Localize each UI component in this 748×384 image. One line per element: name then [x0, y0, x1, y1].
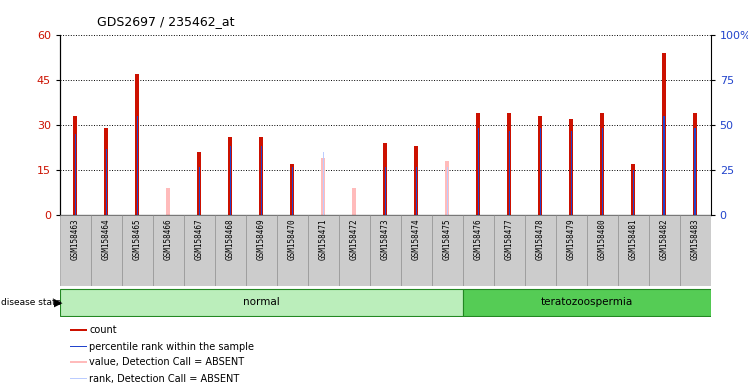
Bar: [447, 167, 448, 215]
Text: rank, Detection Call = ABSENT: rank, Detection Call = ABSENT: [89, 374, 239, 384]
Text: GSM158476: GSM158476: [473, 218, 482, 260]
Bar: [197, 152, 201, 215]
Bar: [416, 167, 417, 215]
Text: GSM158481: GSM158481: [628, 218, 637, 260]
Text: GSM158469: GSM158469: [257, 218, 266, 260]
Bar: [199, 167, 200, 215]
Bar: [230, 146, 231, 215]
Bar: [105, 149, 107, 215]
Text: GSM158474: GSM158474: [411, 218, 420, 260]
Bar: [137, 116, 138, 215]
Bar: [633, 170, 634, 215]
Bar: [649, 215, 680, 286]
Bar: [122, 215, 153, 286]
Bar: [601, 113, 604, 215]
Bar: [569, 119, 573, 215]
Bar: [663, 116, 665, 215]
Bar: [215, 215, 246, 286]
Bar: [322, 158, 325, 215]
Bar: [153, 215, 184, 286]
Text: disease state: disease state: [1, 298, 61, 307]
Text: teratozoospermia: teratozoospermia: [541, 297, 633, 308]
Bar: [477, 128, 479, 215]
Text: GSM158464: GSM158464: [102, 218, 111, 260]
Text: normal: normal: [243, 297, 280, 308]
Bar: [60, 289, 463, 316]
Bar: [507, 113, 511, 215]
Bar: [167, 188, 170, 215]
Bar: [539, 128, 541, 215]
Bar: [432, 215, 463, 286]
Bar: [70, 346, 88, 348]
Bar: [70, 329, 88, 331]
Bar: [290, 164, 294, 215]
Text: GSM158478: GSM158478: [536, 218, 545, 260]
Bar: [322, 152, 324, 215]
Bar: [135, 74, 139, 215]
Text: GSM158473: GSM158473: [381, 218, 390, 260]
Bar: [463, 215, 494, 286]
Bar: [631, 164, 635, 215]
Bar: [91, 215, 122, 286]
Bar: [401, 215, 432, 286]
Bar: [307, 215, 339, 286]
Text: GSM158465: GSM158465: [133, 218, 142, 260]
Bar: [509, 131, 510, 215]
Bar: [524, 215, 556, 286]
Bar: [260, 146, 262, 215]
Bar: [384, 167, 386, 215]
Bar: [73, 116, 77, 215]
Text: GSM158467: GSM158467: [194, 218, 203, 260]
Text: GSM158479: GSM158479: [567, 218, 576, 260]
Bar: [618, 215, 649, 286]
Bar: [352, 188, 356, 215]
Bar: [693, 113, 697, 215]
Bar: [105, 128, 108, 215]
Bar: [445, 161, 449, 215]
Text: GSM158475: GSM158475: [443, 218, 452, 260]
Bar: [70, 361, 88, 363]
Bar: [339, 215, 370, 286]
Bar: [414, 146, 418, 215]
Text: count: count: [89, 326, 117, 336]
Bar: [494, 215, 524, 286]
Text: GSM158466: GSM158466: [164, 218, 173, 260]
Bar: [662, 53, 666, 215]
Text: GSM158480: GSM158480: [598, 218, 607, 260]
Text: ▶: ▶: [54, 297, 62, 307]
Bar: [292, 167, 293, 215]
Bar: [75, 134, 76, 215]
Bar: [277, 215, 307, 286]
Bar: [246, 215, 277, 286]
Bar: [680, 215, 711, 286]
Bar: [539, 116, 542, 215]
Text: GSM158471: GSM158471: [319, 218, 328, 260]
Bar: [384, 143, 387, 215]
Bar: [601, 128, 603, 215]
Bar: [370, 215, 401, 286]
Bar: [228, 137, 232, 215]
Text: percentile rank within the sample: percentile rank within the sample: [89, 342, 254, 352]
Text: GDS2697 / 235462_at: GDS2697 / 235462_at: [97, 15, 235, 28]
Bar: [556, 215, 586, 286]
Bar: [60, 215, 91, 286]
Text: GSM158463: GSM158463: [71, 218, 80, 260]
Text: GSM158477: GSM158477: [505, 218, 514, 260]
Bar: [184, 215, 215, 286]
Text: value, Detection Call = ABSENT: value, Detection Call = ABSENT: [89, 358, 245, 367]
Text: GSM158482: GSM158482: [660, 218, 669, 260]
Bar: [463, 289, 711, 316]
Text: GSM158470: GSM158470: [288, 218, 297, 260]
Text: GSM158483: GSM158483: [690, 218, 699, 260]
Bar: [694, 128, 696, 215]
Bar: [260, 137, 263, 215]
Bar: [70, 377, 88, 379]
Bar: [476, 113, 480, 215]
Text: GSM158468: GSM158468: [226, 218, 235, 260]
Bar: [586, 215, 618, 286]
Text: GSM158472: GSM158472: [350, 218, 359, 260]
